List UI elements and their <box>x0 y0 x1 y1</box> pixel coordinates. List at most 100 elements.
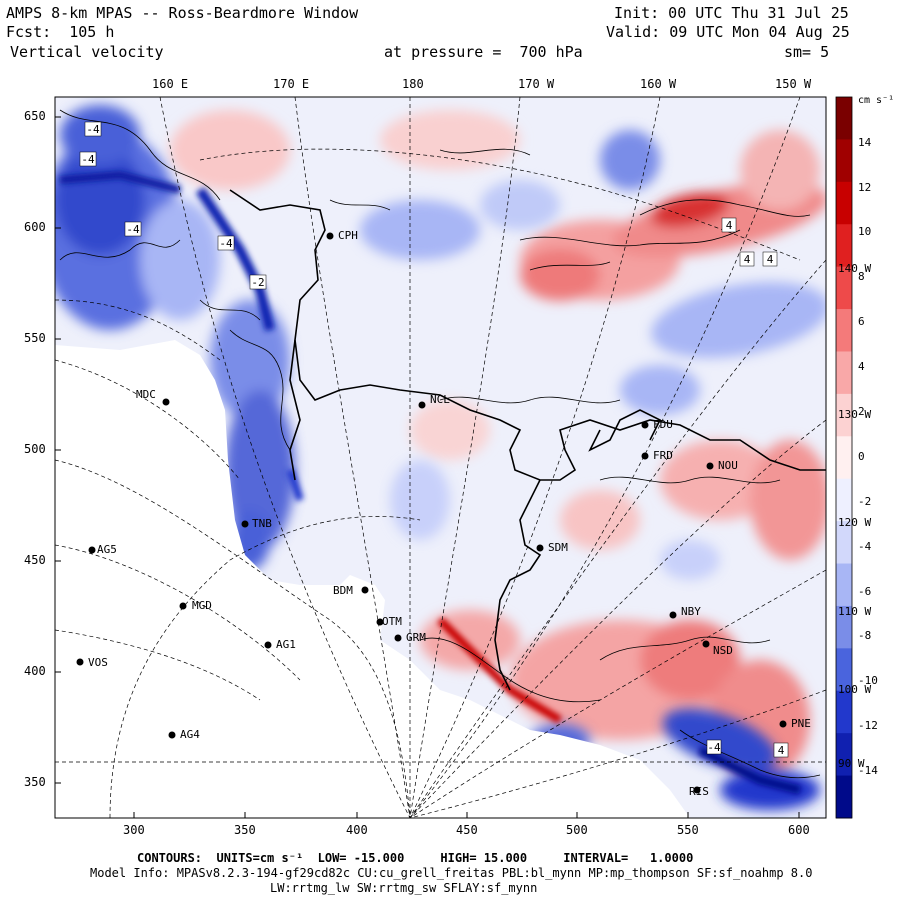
station-label: GRM <box>406 631 426 644</box>
map-title: AMPS 8-km MPAS -- Ross-Beardmore Window <box>6 4 359 22</box>
station-marker <box>641 452 649 460</box>
station-marker <box>264 641 272 649</box>
contour-info: CONTOURS: UNITS=cm s⁻¹ LOW= -15.000 HIGH… <box>137 851 694 865</box>
station-marker <box>641 421 649 429</box>
station-marker <box>168 731 176 739</box>
colorbar-segment <box>836 733 852 777</box>
colorbar-label: -14 <box>858 764 878 777</box>
right-lon-label: 90 W <box>838 757 865 770</box>
colorbar-segment <box>836 648 852 692</box>
station-label: MGD <box>192 599 212 612</box>
radiation-info: LW:rrtmg_lw SW:rrtmg_sw SFLAY:sf_mynn <box>270 881 538 895</box>
station-marker <box>418 401 426 409</box>
station-marker <box>779 720 787 728</box>
colorbar-label: 2 <box>858 405 865 418</box>
top-lon-label: 160 W <box>640 77 677 91</box>
colorbar-label: 10 <box>858 225 872 238</box>
x-tick-label: 600 <box>788 823 810 837</box>
colorbar-segment <box>836 97 852 140</box>
station-label: SDM <box>548 541 568 554</box>
colorbar-unit: cm s⁻¹ <box>858 95 895 106</box>
station-marker <box>361 586 369 594</box>
station-label: RIS <box>689 785 709 798</box>
colorbar-segment <box>836 266 852 310</box>
colorbar-label: -6 <box>858 585 872 598</box>
y-tick-label: 350 <box>24 775 46 789</box>
station-label: AG5 <box>97 543 117 556</box>
pressure-level: at pressure = 700 hPa <box>384 43 583 61</box>
field-name: Vertical velocity <box>10 43 164 61</box>
colorbar-segment <box>836 139 852 183</box>
y-tick-label: 450 <box>24 553 46 567</box>
x-tick-label: 300 <box>123 823 145 837</box>
station-label: NBY <box>681 605 701 618</box>
station-marker <box>179 602 187 610</box>
station-marker <box>669 611 677 619</box>
contour-lines <box>59 109 821 779</box>
top-lon-label: 170 E <box>273 77 310 91</box>
station-marker <box>76 658 84 666</box>
colorbar-label: -4 <box>858 540 872 553</box>
masked-terrain-region <box>55 340 690 818</box>
svg-text:-4: -4 <box>126 223 140 236</box>
station-label: BDM <box>333 584 353 597</box>
station-label: FRD <box>653 449 673 462</box>
plot-area: -4 -4 -4 -4 -2 4 4 4 -4 4 <box>55 97 826 818</box>
svg-text:-4: -4 <box>707 741 721 754</box>
colorbar-label: 0 <box>858 450 865 463</box>
right-lon-label: 140 W <box>838 262 872 275</box>
colorbar-segment <box>836 224 852 268</box>
station-label: TNB <box>252 517 272 530</box>
colorbar-segment <box>836 690 852 734</box>
colorbar-label: 6 <box>858 315 865 328</box>
colorbar-label: -8 <box>858 629 872 642</box>
station-marker <box>706 462 714 470</box>
x-tick-label: 550 <box>677 823 699 837</box>
station-marker <box>702 640 710 648</box>
plot-frame <box>54 96 827 819</box>
colorbar-segment <box>836 775 852 819</box>
station-label: MDC <box>136 388 156 401</box>
smoothing-label: sm= 5 <box>784 43 830 61</box>
station-layer <box>76 232 787 794</box>
right-lon-label: 110 W <box>838 605 872 618</box>
colorbar-label: 14 <box>858 136 872 149</box>
y-tick-label: 500 <box>24 442 46 456</box>
graticule <box>55 97 826 818</box>
station-marker <box>394 634 402 642</box>
station-marker <box>162 398 170 406</box>
x-tick-label: 500 <box>566 823 588 837</box>
valid-time: Valid: 09 UTC Mon 04 Aug 25 <box>606 23 850 41</box>
station-label: FDU <box>653 418 673 431</box>
station-marker <box>241 520 249 528</box>
top-lon-label: 180 <box>402 77 424 91</box>
colorbar-label: 12 <box>858 181 872 194</box>
colorbar-segment <box>836 436 852 480</box>
colorbar <box>836 97 852 819</box>
colorbar-segment <box>836 563 852 607</box>
colorbar-label: -10 <box>858 674 878 687</box>
svg-text:-4: -4 <box>219 237 233 250</box>
svg-text:4: 4 <box>767 253 774 266</box>
model-info: Model Info: MPASv8.2.3-194-gf29cd82c CU:… <box>90 866 813 880</box>
svg-text:-4: -4 <box>81 153 95 166</box>
station-label: NCL <box>430 393 450 406</box>
station-marker <box>376 618 384 626</box>
station-marker <box>88 546 96 554</box>
colorbar-label: -2 <box>858 495 872 508</box>
station-label: CPH <box>338 229 358 242</box>
colorbar-segment <box>836 181 852 225</box>
right-lon-label: 120 W <box>838 516 872 529</box>
svg-text:-2: -2 <box>251 276 264 289</box>
colorbar-segment <box>836 478 852 522</box>
contour-labels: -4 -4 -4 -4 -2 4 4 4 -4 4 <box>79 121 789 758</box>
station-label: NSD <box>713 644 733 657</box>
top-lon-label: 160 E <box>152 77 189 91</box>
station-label: OTM <box>382 615 402 628</box>
x-tick-label: 450 <box>456 823 478 837</box>
x-tick-label: 400 <box>346 823 368 837</box>
y-tick-label: 550 <box>24 331 46 345</box>
forecast-hour: Fcst: 105 h <box>6 23 115 41</box>
y-tick-label: 400 <box>24 664 46 678</box>
init-time: Init: 00 UTC Thu 31 Jul 25 <box>614 4 849 22</box>
